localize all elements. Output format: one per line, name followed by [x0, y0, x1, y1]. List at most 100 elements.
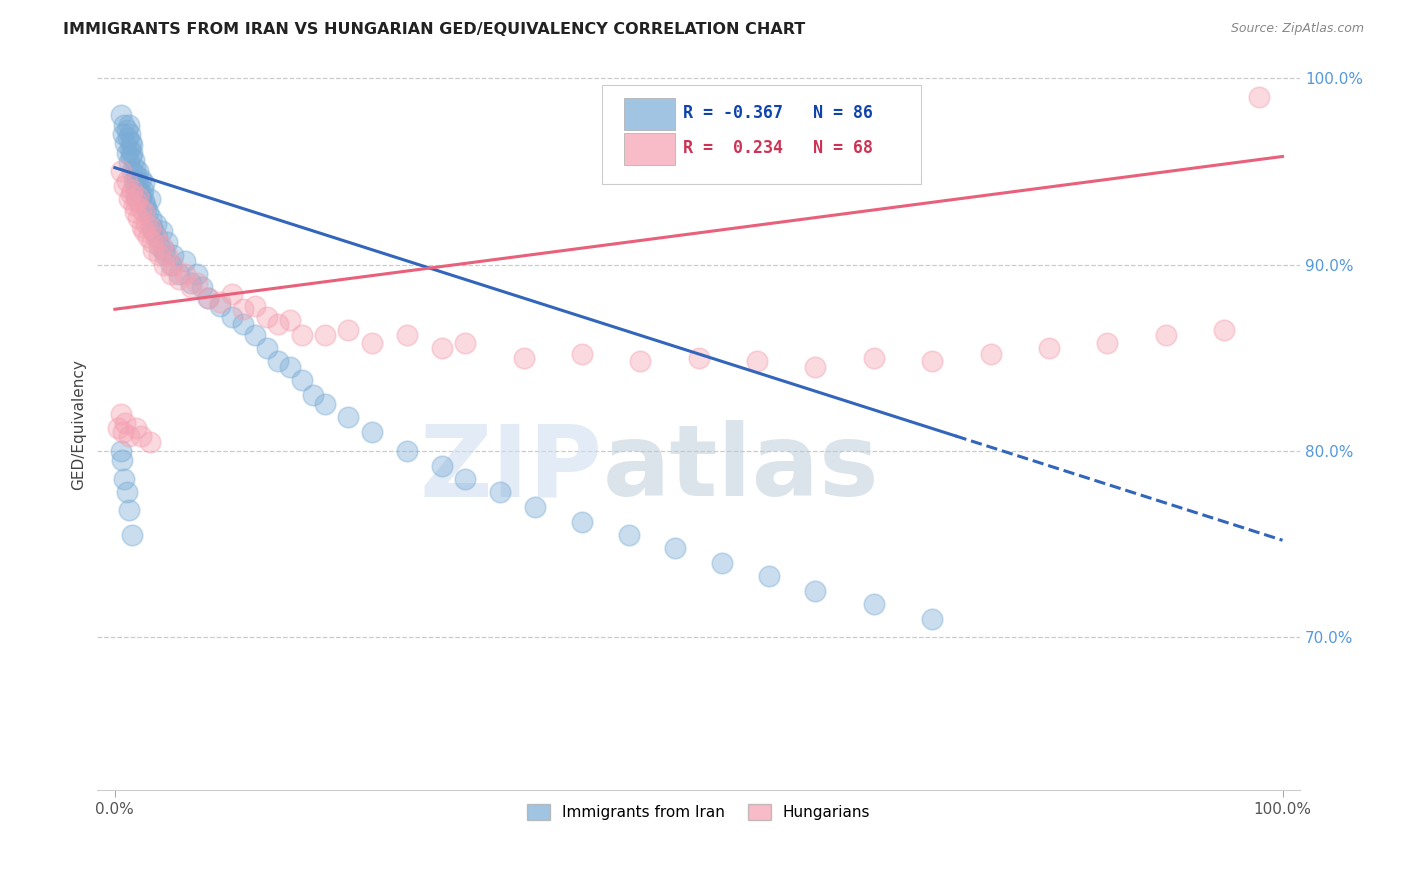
Point	[430, 458, 453, 473]
Point	[267, 317, 290, 331]
Point	[135, 202, 157, 216]
Point	[118, 127, 141, 141]
Point	[145, 229, 167, 244]
Point	[489, 484, 512, 499]
Point	[180, 276, 202, 290]
Point	[232, 302, 254, 317]
Point	[186, 276, 208, 290]
Point	[191, 280, 214, 294]
Point	[142, 243, 165, 257]
Point	[156, 248, 179, 262]
Point	[110, 108, 132, 122]
Point	[118, 118, 141, 132]
Point	[124, 205, 146, 219]
Point	[921, 354, 943, 368]
Point	[112, 118, 135, 132]
Point	[711, 556, 734, 570]
Point	[221, 310, 243, 324]
Point	[129, 429, 152, 443]
Point	[139, 220, 162, 235]
Point	[148, 248, 170, 262]
Point	[124, 161, 146, 175]
Point	[1097, 335, 1119, 350]
Point	[153, 248, 176, 262]
Text: Source: ZipAtlas.com: Source: ZipAtlas.com	[1230, 22, 1364, 36]
FancyBboxPatch shape	[624, 134, 675, 166]
Point	[360, 425, 382, 440]
Point	[136, 205, 159, 219]
Point	[118, 142, 141, 156]
Point	[115, 174, 138, 188]
Point	[153, 258, 176, 272]
Point	[1249, 90, 1271, 104]
Point	[167, 267, 190, 281]
Point	[278, 359, 301, 374]
FancyBboxPatch shape	[624, 98, 675, 130]
Point	[243, 328, 266, 343]
Point	[139, 434, 162, 449]
Point	[125, 186, 148, 201]
Text: atlas: atlas	[603, 420, 879, 517]
Point	[863, 351, 886, 365]
Point	[129, 190, 152, 204]
Point	[129, 202, 152, 216]
Point	[127, 183, 149, 197]
Point	[512, 351, 534, 365]
Point	[136, 229, 159, 244]
Point	[232, 317, 254, 331]
Point	[122, 198, 145, 212]
Y-axis label: GED/Equivalency: GED/Equivalency	[72, 359, 86, 491]
Point	[127, 164, 149, 178]
Point	[863, 597, 886, 611]
Point	[139, 192, 162, 206]
Point	[980, 347, 1002, 361]
Point	[921, 611, 943, 625]
Point	[1213, 323, 1236, 337]
Point	[112, 472, 135, 486]
Point	[112, 425, 135, 440]
Point	[395, 328, 418, 343]
Point	[125, 174, 148, 188]
Point	[121, 164, 143, 178]
Point	[314, 397, 336, 411]
Point	[395, 443, 418, 458]
Point	[114, 416, 136, 430]
Point	[132, 183, 155, 197]
Point	[256, 342, 278, 356]
Text: R =  0.234   N = 68: R = 0.234 N = 68	[683, 139, 873, 157]
Text: IMMIGRANTS FROM IRAN VS HUNGARIAN GED/EQUIVALENCY CORRELATION CHART: IMMIGRANTS FROM IRAN VS HUNGARIAN GED/EQ…	[63, 22, 806, 37]
Text: R = -0.367   N = 86: R = -0.367 N = 86	[683, 103, 873, 122]
Point	[197, 291, 219, 305]
Point	[337, 410, 360, 425]
Point	[118, 503, 141, 517]
Point	[243, 299, 266, 313]
Point	[153, 243, 176, 257]
Point	[115, 123, 138, 137]
Point	[758, 568, 780, 582]
Point	[112, 127, 135, 141]
Point	[454, 335, 477, 350]
Point	[134, 198, 156, 212]
Point	[141, 235, 163, 249]
Point	[221, 287, 243, 301]
Point	[337, 323, 360, 337]
Point	[131, 186, 153, 201]
Point	[120, 186, 142, 201]
Point	[360, 335, 382, 350]
Point	[186, 267, 208, 281]
Point	[132, 205, 155, 219]
Point	[454, 472, 477, 486]
Point	[256, 310, 278, 324]
Point	[125, 192, 148, 206]
Point	[117, 131, 139, 145]
Point	[107, 421, 129, 435]
Point	[118, 192, 141, 206]
Point	[174, 267, 197, 281]
Point	[142, 224, 165, 238]
Point	[121, 527, 143, 541]
Point	[110, 443, 132, 458]
Point	[125, 168, 148, 182]
Point	[148, 239, 170, 253]
Point	[146, 229, 169, 244]
Point	[688, 351, 710, 365]
